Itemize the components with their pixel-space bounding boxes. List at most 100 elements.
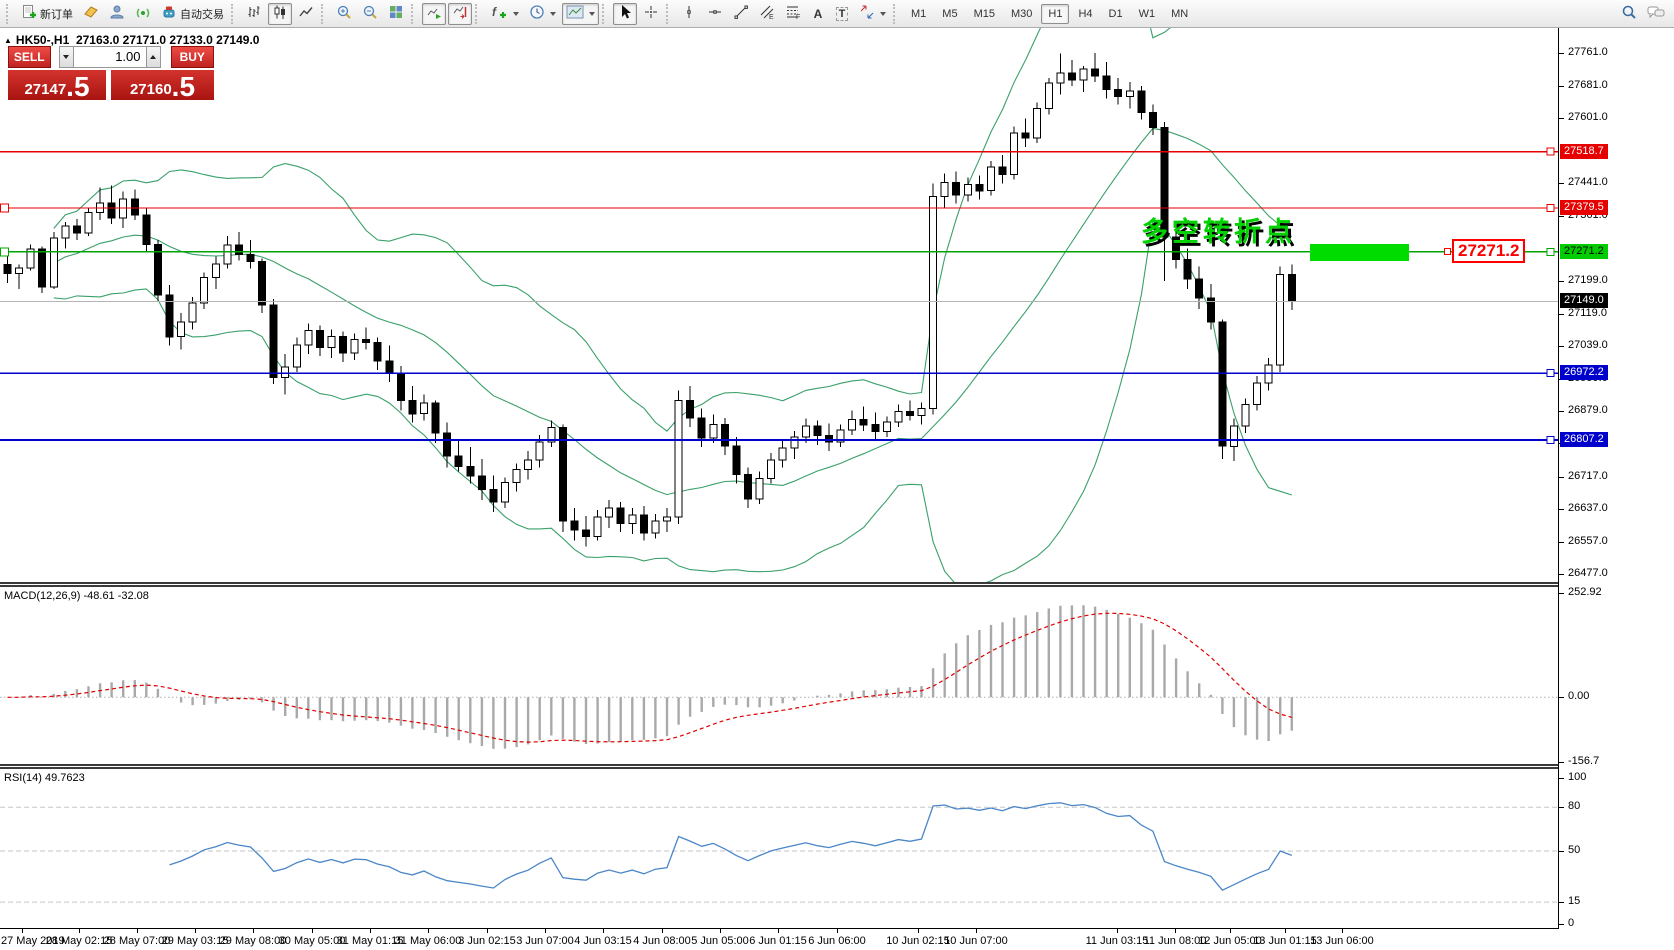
toolbar-grip[interactable] bbox=[475, 3, 481, 24]
volume-increase-button[interactable] bbox=[145, 46, 161, 68]
macd-name: MACD(12,26,9) bbox=[4, 590, 81, 602]
toolbar-grip[interactable] bbox=[411, 3, 417, 24]
annotation-rectangle[interactable] bbox=[1310, 244, 1409, 261]
toolbar-grip[interactable] bbox=[321, 3, 327, 24]
fibonacci-button[interactable]: F bbox=[781, 3, 805, 25]
bar-chart-button[interactable] bbox=[242, 3, 266, 25]
price-line-tag: 26972.2 bbox=[1560, 365, 1608, 380]
bar-chart-icon bbox=[246, 4, 262, 23]
new-order-button[interactable]: 新订单 bbox=[17, 3, 77, 25]
time-axis-label: 10 Jun 02:15 bbox=[886, 935, 950, 947]
cursor-button[interactable] bbox=[613, 2, 637, 25]
price-chart-pane[interactable]: ▲ HK50-,H1 27163.0 27171.0 27133.0 27149.… bbox=[0, 28, 1558, 583]
periods-button[interactable] bbox=[525, 3, 560, 25]
text-button[interactable]: A bbox=[807, 3, 829, 25]
line-chart-button[interactable] bbox=[294, 3, 318, 25]
time-axis-label: 29 May 08:00 bbox=[219, 935, 287, 947]
time-axis-label: 31 May 01:15 bbox=[336, 935, 404, 947]
volume-input[interactable]: 1.00 bbox=[73, 46, 146, 68]
indicators-icon: f bbox=[490, 4, 508, 23]
zoom-in-button[interactable] bbox=[332, 3, 356, 25]
pane-splitter[interactable] bbox=[0, 582, 1558, 587]
time-axis-label: 31 May 06:00 bbox=[394, 935, 462, 947]
tile-windows-icon bbox=[388, 4, 404, 23]
macd-label: MACD(12,26,9) -48.61 -32.08 bbox=[4, 590, 149, 602]
time-tick bbox=[137, 929, 138, 933]
time-axis[interactable]: 27 May 2019 28 May 02:15 28 May 07:00 29 Ma… bbox=[0, 929, 1558, 950]
one-click-trading-panel: SELL 1.00 BUY 27147.5 27160.5 bbox=[8, 46, 214, 102]
toolbar-grip[interactable] bbox=[231, 3, 237, 24]
timeframe-M1[interactable]: M1 bbox=[911, 7, 927, 20]
current-price-tag: 27149.0 bbox=[1560, 293, 1608, 308]
time-axis-label: 29 May 03:15 bbox=[161, 935, 229, 947]
timeframe-M15[interactable]: M15 bbox=[973, 7, 995, 20]
price-tick bbox=[1559, 314, 1564, 315]
time-tick bbox=[778, 929, 779, 933]
timeframe-D1[interactable]: D1 bbox=[1108, 7, 1123, 20]
crosshair-button[interactable] bbox=[639, 3, 663, 25]
price-axis[interactable]: 27761.0 27681.0 27601.0 27441.0 27361.0 27199… bbox=[1559, 28, 1674, 950]
indicators-button[interactable]: f bbox=[486, 3, 523, 25]
price-axis-label: 26637.0 bbox=[1568, 502, 1608, 514]
profile-button[interactable] bbox=[105, 3, 129, 25]
tile-windows-button[interactable] bbox=[384, 3, 408, 25]
rsi-axis-label: 15 bbox=[1568, 895, 1581, 907]
candlestick-chart-button[interactable] bbox=[268, 2, 292, 25]
sell-price-big-digit: .5 bbox=[66, 71, 90, 102]
channel-button[interactable]: E bbox=[755, 3, 779, 25]
volume-decrease-button[interactable] bbox=[58, 46, 74, 68]
text-label-button[interactable]: T bbox=[831, 3, 853, 25]
collapse-chart-icon[interactable]: ▲ bbox=[4, 36, 12, 45]
pane-splitter[interactable] bbox=[0, 764, 1558, 769]
search-button[interactable] bbox=[1617, 3, 1641, 25]
horizontal-line-button[interactable] bbox=[703, 3, 727, 25]
chart-shift-button[interactable] bbox=[448, 2, 472, 25]
timeframe-M5[interactable]: M5 bbox=[942, 7, 958, 20]
signals-button[interactable] bbox=[131, 3, 155, 25]
annotation-text[interactable]: 多空转折点 bbox=[1141, 217, 1296, 247]
template-icon bbox=[566, 5, 584, 22]
time-axis-label: 3 Jun 02:15 bbox=[458, 935, 516, 947]
vertical-line-button[interactable] bbox=[677, 3, 701, 25]
timeframe-MN[interactable]: MN bbox=[1171, 7, 1189, 20]
rsi-tick bbox=[1559, 924, 1564, 925]
trendline-button[interactable] bbox=[729, 3, 753, 25]
toolbar-grip[interactable] bbox=[893, 3, 899, 24]
toolbar-grip[interactable] bbox=[666, 3, 672, 24]
time-axis-label: 11 Jun 08:00 bbox=[1143, 935, 1207, 947]
auto-scroll-icon bbox=[426, 4, 442, 23]
rsi-tick bbox=[1559, 902, 1564, 903]
sell-price[interactable]: 27147.5 bbox=[8, 70, 106, 102]
timeframe-H4[interactable]: H4 bbox=[1078, 7, 1093, 20]
timeframe-H1[interactable]: H1 bbox=[1041, 3, 1070, 24]
chat-button[interactable] bbox=[1643, 3, 1669, 25]
news-button[interactable] bbox=[79, 3, 103, 25]
toolbar-grip[interactable] bbox=[602, 3, 608, 24]
rsi-pane[interactable]: RSI(14) 49.7623 bbox=[0, 769, 1558, 928]
ohlc-values: 27163.0 27171.0 27133.0 27149.0 bbox=[75, 33, 260, 47]
price-tick bbox=[1559, 542, 1564, 543]
price-axis-label: 27199.0 bbox=[1568, 274, 1608, 286]
autotrading-button[interactable]: 自动交易 bbox=[157, 3, 228, 25]
toolbar-grip[interactable] bbox=[6, 3, 12, 24]
auto-scroll-button[interactable] bbox=[422, 2, 446, 25]
timeframe-M30[interactable]: M30 bbox=[1010, 7, 1033, 20]
price-callout-label[interactable]: 27271.2 bbox=[1452, 239, 1526, 263]
time-axis-label: 13 Jun 06:00 bbox=[1310, 935, 1374, 947]
channel-icon: E bbox=[759, 4, 775, 23]
templates-button[interactable] bbox=[562, 2, 599, 25]
timeframe-W1[interactable]: W1 bbox=[1138, 7, 1156, 20]
buy-price[interactable]: 27160.5 bbox=[111, 70, 214, 101]
zoom-out-button[interactable] bbox=[358, 3, 382, 25]
buy-button[interactable]: BUY bbox=[170, 46, 214, 68]
arrows-button[interactable] bbox=[855, 3, 890, 25]
sell-button[interactable]: SELL bbox=[8, 46, 51, 68]
macd-pane[interactable]: MACD(12,26,9) -48.61 -32.08 bbox=[0, 587, 1558, 764]
search-icon bbox=[1621, 4, 1637, 23]
svg-text:E: E bbox=[769, 14, 774, 20]
chevron-down-icon bbox=[589, 11, 595, 16]
price-axis-label: 26717.0 bbox=[1568, 470, 1608, 482]
trendline-icon bbox=[733, 4, 749, 23]
fibonacci-icon: F bbox=[785, 4, 801, 23]
